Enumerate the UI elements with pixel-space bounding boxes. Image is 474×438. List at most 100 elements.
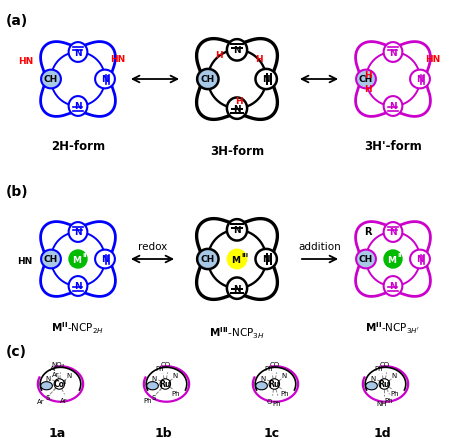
Text: H: H	[235, 97, 243, 106]
Text: (c): (c)	[6, 344, 27, 358]
Text: N: N	[101, 75, 109, 84]
Text: HN: HN	[425, 55, 441, 64]
Text: $\mathbf{M^{II}}$-NCP$_{2H}$: $\mathbf{M^{II}}$-NCP$_{2H}$	[52, 319, 105, 335]
Polygon shape	[227, 219, 247, 241]
Text: H: H	[215, 51, 223, 60]
Text: N: N	[233, 104, 241, 113]
Text: N: N	[389, 48, 397, 57]
Text: Ar: Ar	[52, 371, 60, 377]
Text: N: N	[281, 372, 286, 378]
Text: II: II	[82, 252, 87, 258]
Text: II: II	[277, 379, 280, 384]
Polygon shape	[356, 250, 376, 269]
Text: N: N	[101, 255, 109, 264]
Text: 1a: 1a	[48, 426, 65, 438]
Text: H: H	[364, 84, 372, 93]
Text: CH: CH	[359, 75, 373, 84]
Polygon shape	[69, 97, 87, 117]
Text: HN: HN	[110, 55, 126, 64]
Text: N: N	[391, 372, 396, 378]
Text: 1d: 1d	[373, 426, 391, 438]
Polygon shape	[366, 382, 377, 390]
Text: Ph: Ph	[374, 365, 383, 371]
Text: (b): (b)	[6, 184, 28, 198]
Text: M: M	[231, 256, 240, 265]
Polygon shape	[383, 43, 402, 63]
Text: N: N	[172, 372, 177, 378]
Text: II: II	[168, 379, 171, 384]
Polygon shape	[227, 40, 247, 61]
Text: $\mathbf{M^{II}}$-NCP$_{3H'}$: $\mathbf{M^{II}}$-NCP$_{3H'}$	[365, 319, 420, 335]
Text: N: N	[233, 226, 241, 235]
Polygon shape	[410, 250, 430, 269]
Polygon shape	[69, 43, 87, 63]
Text: Ph: Ph	[172, 390, 180, 396]
Text: S: S	[46, 394, 50, 400]
Polygon shape	[356, 71, 376, 89]
Text: Ph: Ph	[264, 365, 273, 371]
Polygon shape	[41, 382, 52, 390]
Polygon shape	[410, 71, 430, 89]
Text: N: N	[262, 75, 270, 84]
Polygon shape	[227, 98, 247, 120]
Text: N: N	[389, 282, 397, 291]
Text: 2H-form: 2H-form	[51, 140, 105, 153]
Polygon shape	[255, 70, 277, 90]
Polygon shape	[41, 250, 61, 269]
Text: III: III	[62, 379, 67, 384]
Text: M: M	[73, 256, 82, 265]
Text: II: II	[387, 379, 390, 384]
Text: N: N	[370, 375, 375, 381]
Text: CH: CH	[359, 255, 373, 264]
Circle shape	[269, 379, 280, 389]
Text: H: H	[255, 55, 263, 64]
Text: CH: CH	[201, 255, 215, 264]
Text: N: N	[233, 284, 241, 293]
Text: Ph: Ph	[391, 390, 399, 396]
Text: CO: CO	[379, 361, 389, 367]
Text: N: N	[260, 375, 265, 381]
Polygon shape	[256, 382, 267, 390]
Text: N: N	[262, 255, 270, 264]
Text: II: II	[398, 252, 402, 258]
Text: CO: CO	[269, 361, 279, 367]
Text: Ru: Ru	[379, 380, 390, 389]
Text: S: S	[152, 394, 156, 400]
Text: III: III	[242, 252, 249, 257]
Text: N: N	[151, 375, 156, 381]
Polygon shape	[69, 223, 87, 242]
Text: N: N	[233, 46, 241, 55]
Text: N: N	[389, 102, 397, 111]
Text: R: R	[364, 226, 372, 237]
Polygon shape	[383, 223, 402, 242]
Circle shape	[384, 251, 402, 268]
Text: Ph: Ph	[273, 399, 281, 406]
Polygon shape	[147, 382, 158, 390]
Polygon shape	[197, 249, 219, 269]
Polygon shape	[41, 71, 61, 89]
Text: 3H-form: 3H-form	[210, 145, 264, 158]
Text: NO₂: NO₂	[51, 361, 65, 367]
Circle shape	[54, 379, 64, 389]
Text: addition: addition	[299, 241, 341, 251]
Text: M: M	[388, 256, 397, 265]
Polygon shape	[383, 97, 402, 117]
Polygon shape	[95, 71, 115, 89]
Circle shape	[69, 251, 87, 268]
Text: CH: CH	[44, 255, 58, 264]
Text: Ar: Ar	[50, 365, 58, 371]
Text: HN: HN	[18, 257, 33, 266]
Polygon shape	[227, 278, 247, 299]
Polygon shape	[383, 276, 402, 296]
Polygon shape	[95, 250, 115, 269]
Text: NH: NH	[377, 399, 387, 406]
Text: 1c: 1c	[264, 426, 280, 438]
Text: N: N	[45, 375, 50, 381]
Text: N: N	[416, 75, 424, 84]
Circle shape	[227, 250, 247, 269]
Circle shape	[160, 379, 171, 389]
Text: HN: HN	[18, 57, 34, 66]
Text: N: N	[74, 102, 82, 111]
Text: $\mathbf{M^{III}}$-NCP$_{3H}$: $\mathbf{M^{III}}$-NCP$_{3H}$	[209, 324, 265, 340]
Text: CH: CH	[201, 75, 215, 84]
